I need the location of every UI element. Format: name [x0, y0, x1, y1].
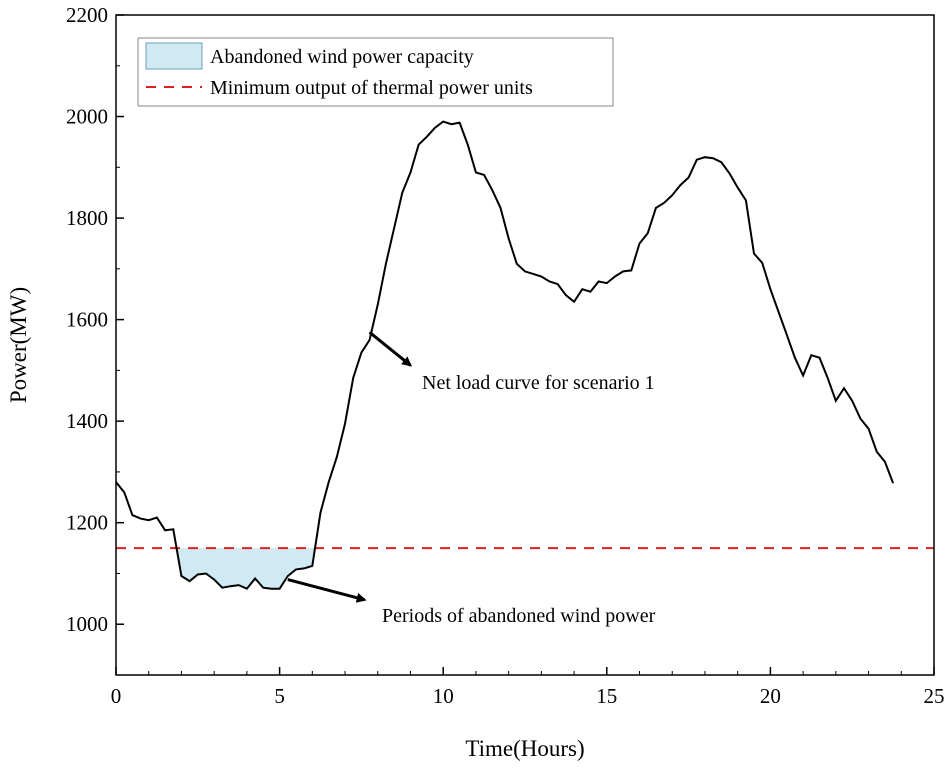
y-tick-label: 1800	[66, 206, 108, 230]
y-tick-label: 1200	[66, 511, 108, 535]
y-tick-label: 1000	[66, 612, 108, 636]
y-tick-label: 2200	[66, 3, 108, 27]
annotation-net-load: Net load curve for scenario 1	[422, 372, 655, 394]
y-tick-label: 2000	[66, 105, 108, 129]
y-axis-label: Power(MW)	[6, 287, 31, 403]
x-tick-label: 15	[596, 684, 617, 708]
x-tick-label: 5	[274, 684, 285, 708]
axis-ticks: 0 5 10 15 20 25 1000 1200 1400 1600 1800 2000 2200	[66, 3, 945, 708]
x-tick-label: 20	[760, 684, 781, 708]
y-tick-label: 1600	[66, 308, 108, 332]
x-tick-label: 25	[924, 684, 945, 708]
x-tick-label: 10	[433, 684, 454, 708]
abandoned-wind-fill-region	[176, 548, 315, 589]
plot-frame	[115, 14, 935, 676]
annotation-arrow-abandoned	[287, 578, 367, 603]
net-load-series-line	[115, 120, 895, 590]
legend-box	[137, 37, 614, 107]
legend-label-threshold: Minimum output of thermal power units	[210, 77, 533, 99]
y-tick-label: 1400	[66, 409, 108, 433]
x-tick-label: 0	[111, 684, 122, 708]
x-axis-label: Time(Hours)	[465, 736, 584, 761]
legend-swatch-fill	[145, 42, 203, 70]
legend-label-fill: Abandoned wind power capacity	[210, 46, 474, 68]
legend: Abandoned wind power capacity Minimum ou…	[137, 37, 614, 107]
annotation-arrow-net-load	[368, 331, 413, 367]
annotation-abandoned: Periods of abandoned wind power	[382, 605, 656, 627]
